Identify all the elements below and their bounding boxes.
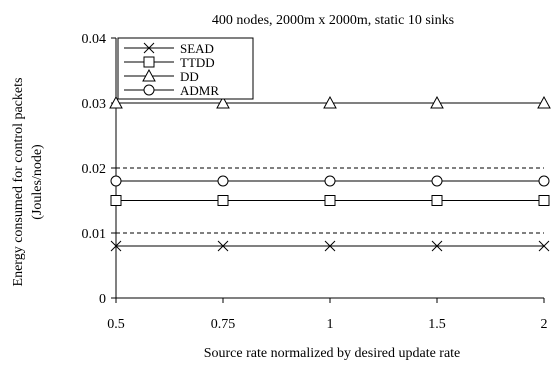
point-ttdd <box>217 195 229 206</box>
legend-marker-dd <box>142 68 156 82</box>
point-ttdd <box>431 195 443 206</box>
point-ttdd <box>324 195 336 206</box>
legend-label-sead: SEAD <box>180 41 214 56</box>
chart-title: 400 nodes, 2000m x 2000m, static 10 sink… <box>212 13 454 28</box>
legend-label-dd: DD <box>180 69 199 84</box>
x-tick-label: 0.5 <box>107 317 125 332</box>
point-ttdd <box>538 195 550 206</box>
x-tick-label: 1.5 <box>428 317 446 332</box>
point-dd <box>430 95 444 109</box>
point-dd <box>109 95 123 109</box>
point-admr <box>110 175 122 187</box>
legend-label-ttdd: TTDD <box>180 55 215 70</box>
point-sead <box>538 240 550 252</box>
point-sead <box>431 240 443 252</box>
x-axis-label: Source rate normalized by desired update… <box>204 346 461 361</box>
y-tick-label: 0 <box>99 292 106 307</box>
point-dd <box>216 95 230 109</box>
point-admr <box>217 175 229 187</box>
x-tick-label: 0.75 <box>211 317 236 332</box>
grid-lines <box>116 102 544 234</box>
legend-marker-admr <box>143 84 155 96</box>
point-dd <box>537 95 551 109</box>
point-sead <box>324 240 336 252</box>
legend-marker-ttdd <box>143 56 155 68</box>
tick-labels: 0 0.01 0.02 0.03 0.04 0.5 0.75 1 1.5 2 <box>82 32 548 332</box>
point-sead-stroke <box>217 240 229 252</box>
axes <box>111 37 545 303</box>
series <box>109 95 551 252</box>
point-ttdd <box>110 195 122 206</box>
y-tick-label: 0.02 <box>82 162 107 177</box>
y-tick-label: 0.03 <box>82 97 107 112</box>
point-admr <box>431 175 443 187</box>
y-axis-label-line1: Energy consumed for control packets <box>11 78 26 287</box>
y-tick-label: 0.04 <box>82 32 107 47</box>
point-sead <box>217 240 229 252</box>
y-axis-label: Energy consumed for control packets (Jou… <box>11 78 45 287</box>
x-tick-label: 2 <box>541 317 548 332</box>
point-sead-stroke <box>110 240 122 252</box>
y-axis-label-line2: (Joules/node) <box>30 144 45 220</box>
point-admr <box>324 175 336 187</box>
legend-label-admr: ADMR <box>180 83 219 98</box>
point-sead <box>110 240 122 252</box>
x-tick-label: 1 <box>327 317 334 332</box>
point-admr <box>538 175 550 187</box>
legend-marker-sead <box>143 42 155 54</box>
y-tick-label: 0.01 <box>82 227 107 242</box>
legend-marker-sead-stroke <box>143 42 155 54</box>
point-sead-stroke <box>431 240 443 252</box>
point-sead-stroke <box>538 240 550 252</box>
point-sead-stroke <box>324 240 336 252</box>
point-dd <box>323 95 337 109</box>
